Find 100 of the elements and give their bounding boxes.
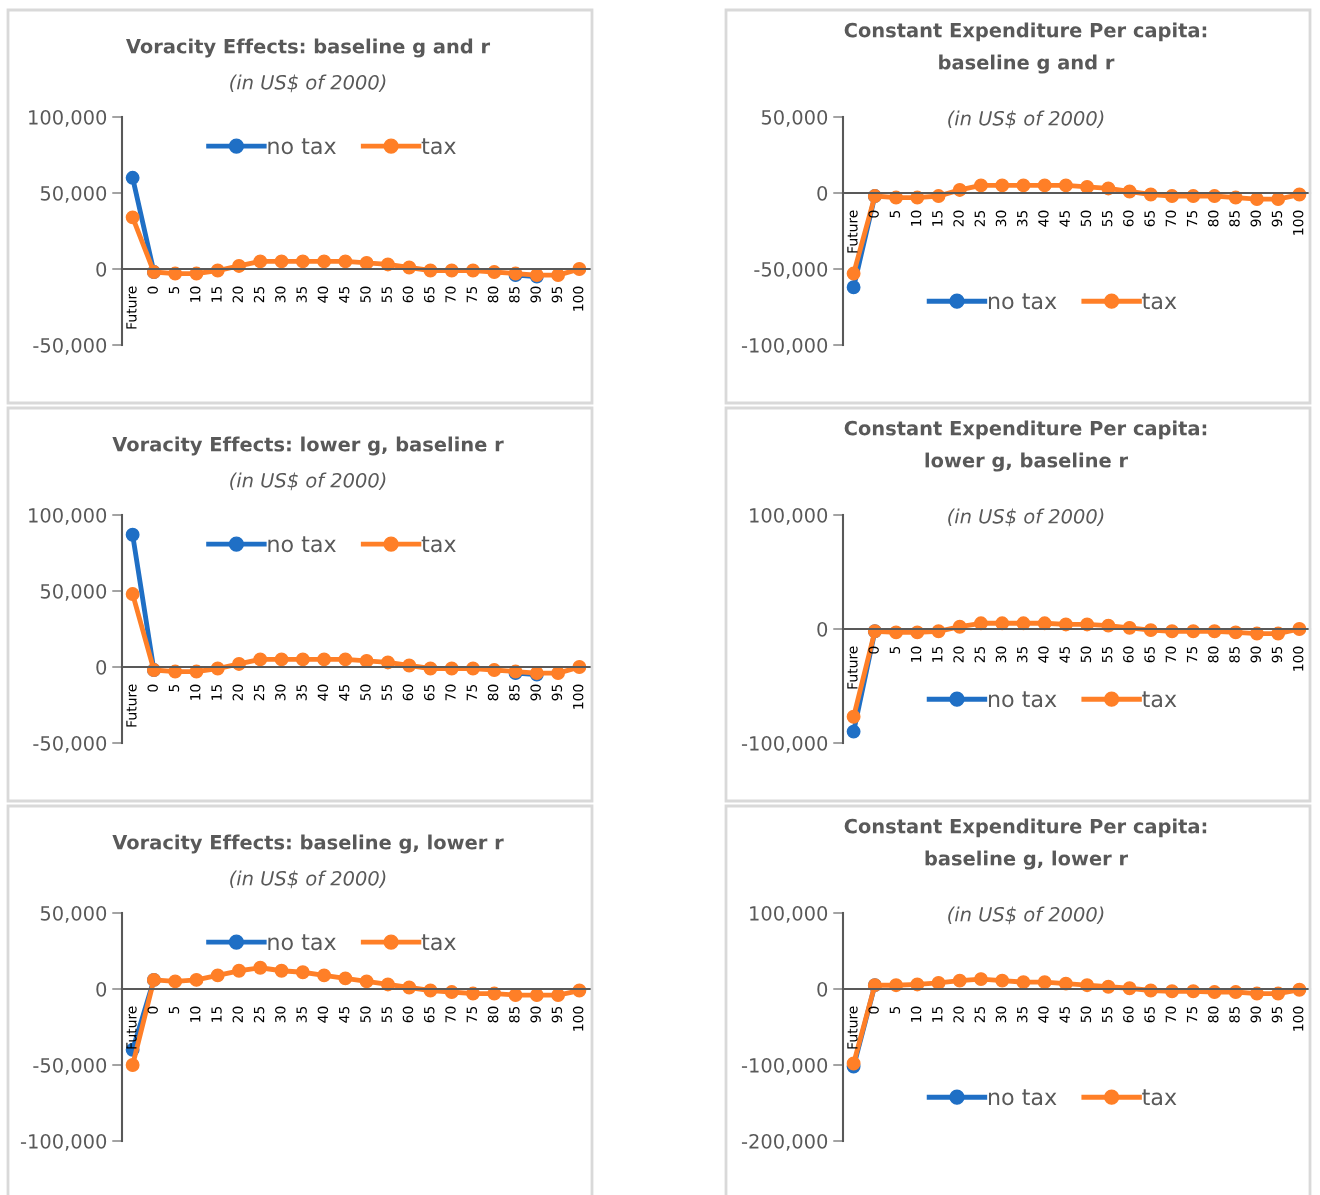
x-tick-label: 95 — [551, 286, 563, 303]
x-tick-label: 95 — [1271, 210, 1283, 227]
x-tick-label: 15 — [932, 1006, 943, 1022]
y-tick-label: -100,000 — [741, 1057, 828, 1075]
chart-title: Voracity Effects: lower g, baseline r — [112, 436, 504, 456]
legend-label: tax — [421, 536, 456, 553]
legend-label: tax — [1142, 1089, 1177, 1106]
x-tick-label: 90 — [1250, 210, 1261, 227]
x-tick-label: 100 — [1292, 1006, 1304, 1031]
x-tick-label: 15 — [211, 286, 222, 302]
x-tick-label: 70 — [1165, 210, 1177, 227]
x-tick-label: 10 — [910, 646, 922, 662]
y-tick-label: -100,000 — [20, 1133, 107, 1151]
x-tick-label: 50 — [360, 1006, 371, 1023]
x-tick-label: Future — [126, 1006, 137, 1049]
x-tick-label: 50 — [360, 286, 371, 303]
x-tick-label: 80 — [1208, 210, 1219, 227]
x-tick-label: 95 — [1271, 1006, 1283, 1023]
x-tick-label: 95 — [551, 1006, 563, 1023]
x-tick-label: 60 — [1123, 646, 1134, 663]
legend-label: tax — [1142, 293, 1177, 310]
x-tick-label: 10 — [189, 286, 201, 302]
x-tick-label: 35 — [1016, 1006, 1028, 1023]
x-tick-label: 55 — [381, 286, 392, 303]
x-tick-label: 85 — [1229, 1006, 1240, 1023]
chart-title: Constant Expenditure Per capita: lower g, baseline r — [844, 420, 1207, 472]
x-tick-label: 40 — [317, 286, 329, 303]
x-tick-label: 75 — [466, 286, 478, 303]
y-tick-label: 100,000 — [750, 507, 828, 525]
x-tick-label: 65 — [1144, 646, 1155, 663]
x-tick-label: 85 — [1229, 646, 1240, 663]
chart-subtitle: (in US$ of 2000) — [230, 870, 386, 889]
x-tick-label: 5 — [889, 1006, 901, 1014]
x-tick-label: 15 — [932, 646, 943, 662]
x-tick-label: 60 — [402, 684, 414, 701]
y-tick-label: 0 — [817, 185, 828, 201]
x-tick-label: 85 — [1229, 210, 1240, 227]
x-tick-label: 20 — [232, 1006, 244, 1023]
chart-title: Constant Expenditure Per capita: baseline g and r — [844, 22, 1207, 74]
chart-subtitle: (in US$ of 2000) — [948, 508, 1104, 527]
y-tick-label: 0 — [817, 621, 828, 637]
x-tick-label: 55 — [1102, 1006, 1113, 1023]
x-tick-label: 5 — [168, 684, 180, 692]
x-tick-label: 85 — [509, 286, 520, 303]
x-tick-label: 0 — [147, 684, 158, 692]
x-tick-label: 65 — [423, 684, 435, 701]
x-tick-label: 70 — [445, 684, 456, 701]
x-tick-label: 70 — [1165, 1006, 1177, 1023]
chart-subtitle: (in US$ of 2000) — [948, 906, 1104, 925]
x-tick-label: 15 — [932, 210, 943, 226]
y-tick-label: 100,000 — [29, 507, 107, 525]
x-tick-label: 45 — [1059, 646, 1070, 663]
x-tick-label: Future — [847, 1006, 858, 1049]
x-tick-label: 30 — [995, 210, 1007, 227]
y-tick-label: 0 — [817, 981, 828, 997]
x-tick-label: 95 — [1271, 646, 1283, 663]
x-tick-label: 65 — [423, 286, 435, 303]
x-tick-label: 35 — [296, 1006, 307, 1023]
x-tick-label: 80 — [487, 1006, 499, 1023]
x-tick-label: 45 — [339, 684, 350, 701]
x-tick-label: 100 — [572, 286, 584, 311]
y-tick-label: -50,000 — [754, 261, 828, 279]
x-tick-label: 85 — [509, 1006, 520, 1023]
x-tick-label: 35 — [1016, 646, 1028, 663]
x-tick-label: 30 — [275, 286, 286, 303]
x-tick-label: 90 — [530, 286, 541, 303]
y-tick-label: -50,000 — [33, 1057, 107, 1075]
legend-label: no tax — [988, 293, 1057, 310]
x-tick-label: 40 — [1038, 210, 1049, 227]
x-tick-label: 45 — [1059, 1006, 1070, 1023]
x-tick-label: 95 — [551, 684, 563, 701]
y-tick-label: -50,000 — [33, 337, 107, 355]
x-tick-label: 15 — [211, 1006, 222, 1022]
chart-subtitle: (in US$ of 2000) — [230, 74, 386, 93]
y-tick-label: 0 — [96, 261, 107, 277]
x-tick-label: 75 — [1186, 210, 1198, 227]
y-tick-label: -100,000 — [741, 337, 828, 355]
x-tick-label: 20 — [953, 210, 964, 227]
legend-label: tax — [1142, 691, 1177, 708]
legend-label: no tax — [268, 138, 336, 155]
x-tick-label: 80 — [487, 684, 499, 701]
y-tick-label: -100,000 — [741, 735, 828, 753]
x-tick-label: 50 — [1080, 646, 1092, 663]
x-tick-label: 0 — [868, 210, 879, 218]
x-tick-label: 100 — [1292, 210, 1304, 235]
x-tick-label: 30 — [995, 1006, 1007, 1023]
x-tick-label: Future — [847, 646, 858, 689]
x-tick-label: 25 — [974, 1006, 986, 1023]
x-tick-label: 5 — [168, 1006, 180, 1014]
x-tick-label: 70 — [445, 1006, 456, 1023]
x-tick-label: 35 — [296, 286, 307, 303]
x-tick-label: 10 — [910, 1006, 922, 1022]
x-tick-label: Future — [126, 684, 137, 727]
x-tick-label: 30 — [275, 684, 286, 701]
x-tick-label: 30 — [995, 646, 1007, 663]
legend-label: tax — [421, 138, 456, 155]
x-tick-label: 60 — [402, 1006, 414, 1023]
x-tick-label: 75 — [466, 684, 478, 701]
x-tick-label: 40 — [1038, 646, 1049, 663]
x-tick-label: 10 — [910, 210, 922, 226]
